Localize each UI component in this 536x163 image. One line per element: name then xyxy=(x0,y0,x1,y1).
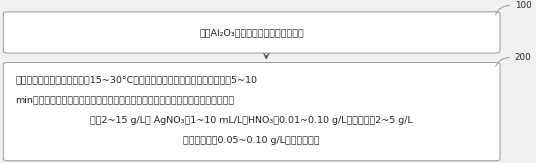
Text: 的促进剂以及0.05~0.10 g/L的表面活性剂: 的促进剂以及0.05~0.10 g/L的表面活性剂 xyxy=(183,136,320,145)
Text: 200: 200 xyxy=(515,53,532,62)
Text: 包括2~15 g/L的 AgNO₃，1~10 mL/L的HNO₃、0.01~0.10 g/L的缓蚀剂、2~5 g/L: 包括2~15 g/L的 AgNO₃，1~10 mL/L的HNO₃、0.01~0.… xyxy=(90,116,413,125)
Text: 100: 100 xyxy=(515,1,532,10)
Text: min后取出，使用去离子水洗涤并烘干，得到处理后的所述银电极，所述处理剂溶液: min后取出，使用去离子水洗涤并烘干，得到处理后的所述银电极，所述处理剂溶液 xyxy=(15,96,234,104)
Text: 采用Al₂O₃粉浆对银电极进行机械抛光: 采用Al₂O₃粉浆对银电极进行机械抛光 xyxy=(199,28,304,37)
Text: 将机械抛光后的所述银电极在15~30°C的温度条件下，置于处理剂溶液中搅拌5~10: 将机械抛光后的所述银电极在15~30°C的温度条件下，置于处理剂溶液中搅拌5~1… xyxy=(15,75,257,84)
FancyBboxPatch shape xyxy=(3,63,500,161)
FancyBboxPatch shape xyxy=(3,12,500,53)
